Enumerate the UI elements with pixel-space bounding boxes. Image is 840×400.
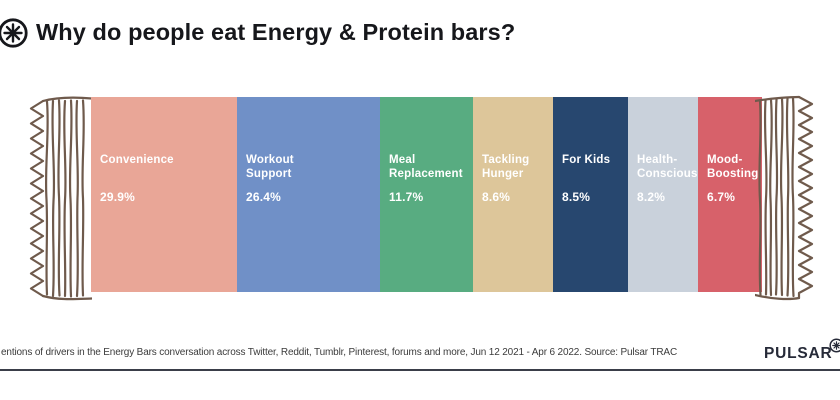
segment-value: 26.4% <box>246 190 282 204</box>
segment-label: Convenience <box>100 154 174 166</box>
wrapper-right-end-icon <box>755 95 814 301</box>
pulsar-badge-icon <box>829 338 840 353</box>
candy-bar-chart: Convenience 29.9% Workout Support 26.4% Meal R… <box>29 95 814 301</box>
segment-value: 8.5% <box>562 190 591 204</box>
pulsar-wordmark: PULSAR <box>764 345 833 362</box>
segment-label: For Kids <box>562 154 611 166</box>
segment-label: Tackling Hunger <box>482 154 530 180</box>
segment-label: Mood- Boosting <box>707 154 759 180</box>
wrapper-left-end-icon <box>29 96 92 301</box>
bar-segments: Convenience 29.9% Workout Support 26.4% Meal R… <box>91 97 762 292</box>
segment-label: Meal Replacement <box>389 154 463 180</box>
bar-segment-for-kids: For Kids 8.5% <box>553 97 628 292</box>
page-title: Why do people eat Energy & Protein bars? <box>36 19 516 45</box>
segment-value: 29.9% <box>100 190 136 204</box>
bar-segment-health-conscious: Health- Conscious 8.2% <box>628 97 698 292</box>
bar-segment-meal-replacement: Meal Replacement 11.7% <box>380 97 473 292</box>
segment-label: Workout Support <box>246 154 294 180</box>
segment-value: 8.2% <box>637 190 666 204</box>
pulsar-asterisk-icon <box>0 18 28 48</box>
bar-segment-workout-support: Workout Support 26.4% <box>237 97 380 292</box>
source-note: entions of drivers in the Energy Bars co… <box>1 347 678 358</box>
bottom-divider <box>0 369 840 371</box>
bar-segment-convenience: Convenience 29.9% <box>91 97 237 292</box>
segment-value: 8.6% <box>482 190 511 204</box>
segment-value: 6.7% <box>707 190 736 204</box>
bar-segment-tackling-hunger: Tackling Hunger 8.6% <box>473 97 553 292</box>
segment-value: 11.7% <box>389 190 424 204</box>
bar-segment-mood-boosting: Mood- Boosting 6.7% <box>698 97 762 292</box>
segment-label: Health- Conscious <box>637 154 698 180</box>
